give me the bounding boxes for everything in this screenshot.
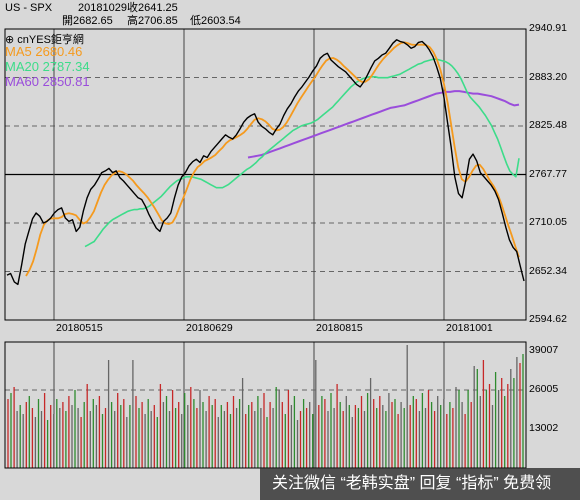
header-high: 高2706.85 (127, 15, 178, 27)
volume-tick-label: 26005 (529, 382, 559, 395)
legend-ma5-value: 2680.46 (35, 44, 83, 59)
legend-ma60-value: 2850.81 (42, 74, 90, 89)
legend-ma60: MA60 2850.81 (5, 74, 90, 89)
ma5-line (25, 41, 520, 277)
ma60-line (247, 90, 520, 159)
x-tick-label: 20180815 (316, 322, 363, 334)
y-tick-label: 2710.05 (529, 216, 567, 228)
legend-ma20-name: MA20 (5, 59, 39, 74)
y-tick-label: 2825.48 (529, 119, 567, 131)
y-tick-label: 2594.62 (529, 313, 567, 325)
volume-tick-label: 39007 (529, 343, 559, 356)
volume-tick-label: 13002 (529, 421, 559, 434)
y-tick-label: 2652.34 (529, 264, 567, 277)
x-tick-label: 20180515 (56, 322, 103, 334)
legend-ma60-name: MA60 (5, 74, 39, 89)
volume-plot-frame (4, 341, 527, 469)
y-tick-label: 2767.77 (529, 167, 567, 180)
price-plot-frame (4, 28, 527, 321)
header-symbol: US - SPX (5, 2, 53, 14)
legend-ma20-value: 2787.34 (42, 59, 90, 74)
price-lines (6, 39, 525, 286)
x-tick-label: 20180629 (186, 322, 233, 334)
header-low: 低2603.54 (190, 15, 241, 27)
y-tick-label: 2940.91 (529, 22, 567, 34)
price-line (6, 39, 525, 286)
header-close: 收2641.25 (127, 2, 178, 14)
y-tick-label: 2883.20 (529, 70, 567, 83)
watermark-banner: 关注微信 “老韩实盘” 回复 “指标” 免费领 (260, 468, 580, 500)
header-open: 開2682.65 (62, 15, 113, 27)
x-tick-label: 20181001 (446, 322, 493, 334)
legend-ma20: MA20 2787.34 (5, 59, 90, 74)
volume-bars (5, 342, 526, 468)
header-date: 20181029 (78, 2, 127, 14)
legend-ma5: MA5 2680.46 (5, 44, 82, 59)
legend-ma5-name: MA5 (5, 44, 32, 59)
brand-label: ⊕ cnYES鉅亨網 (5, 34, 84, 46)
ma20-line (84, 58, 520, 248)
